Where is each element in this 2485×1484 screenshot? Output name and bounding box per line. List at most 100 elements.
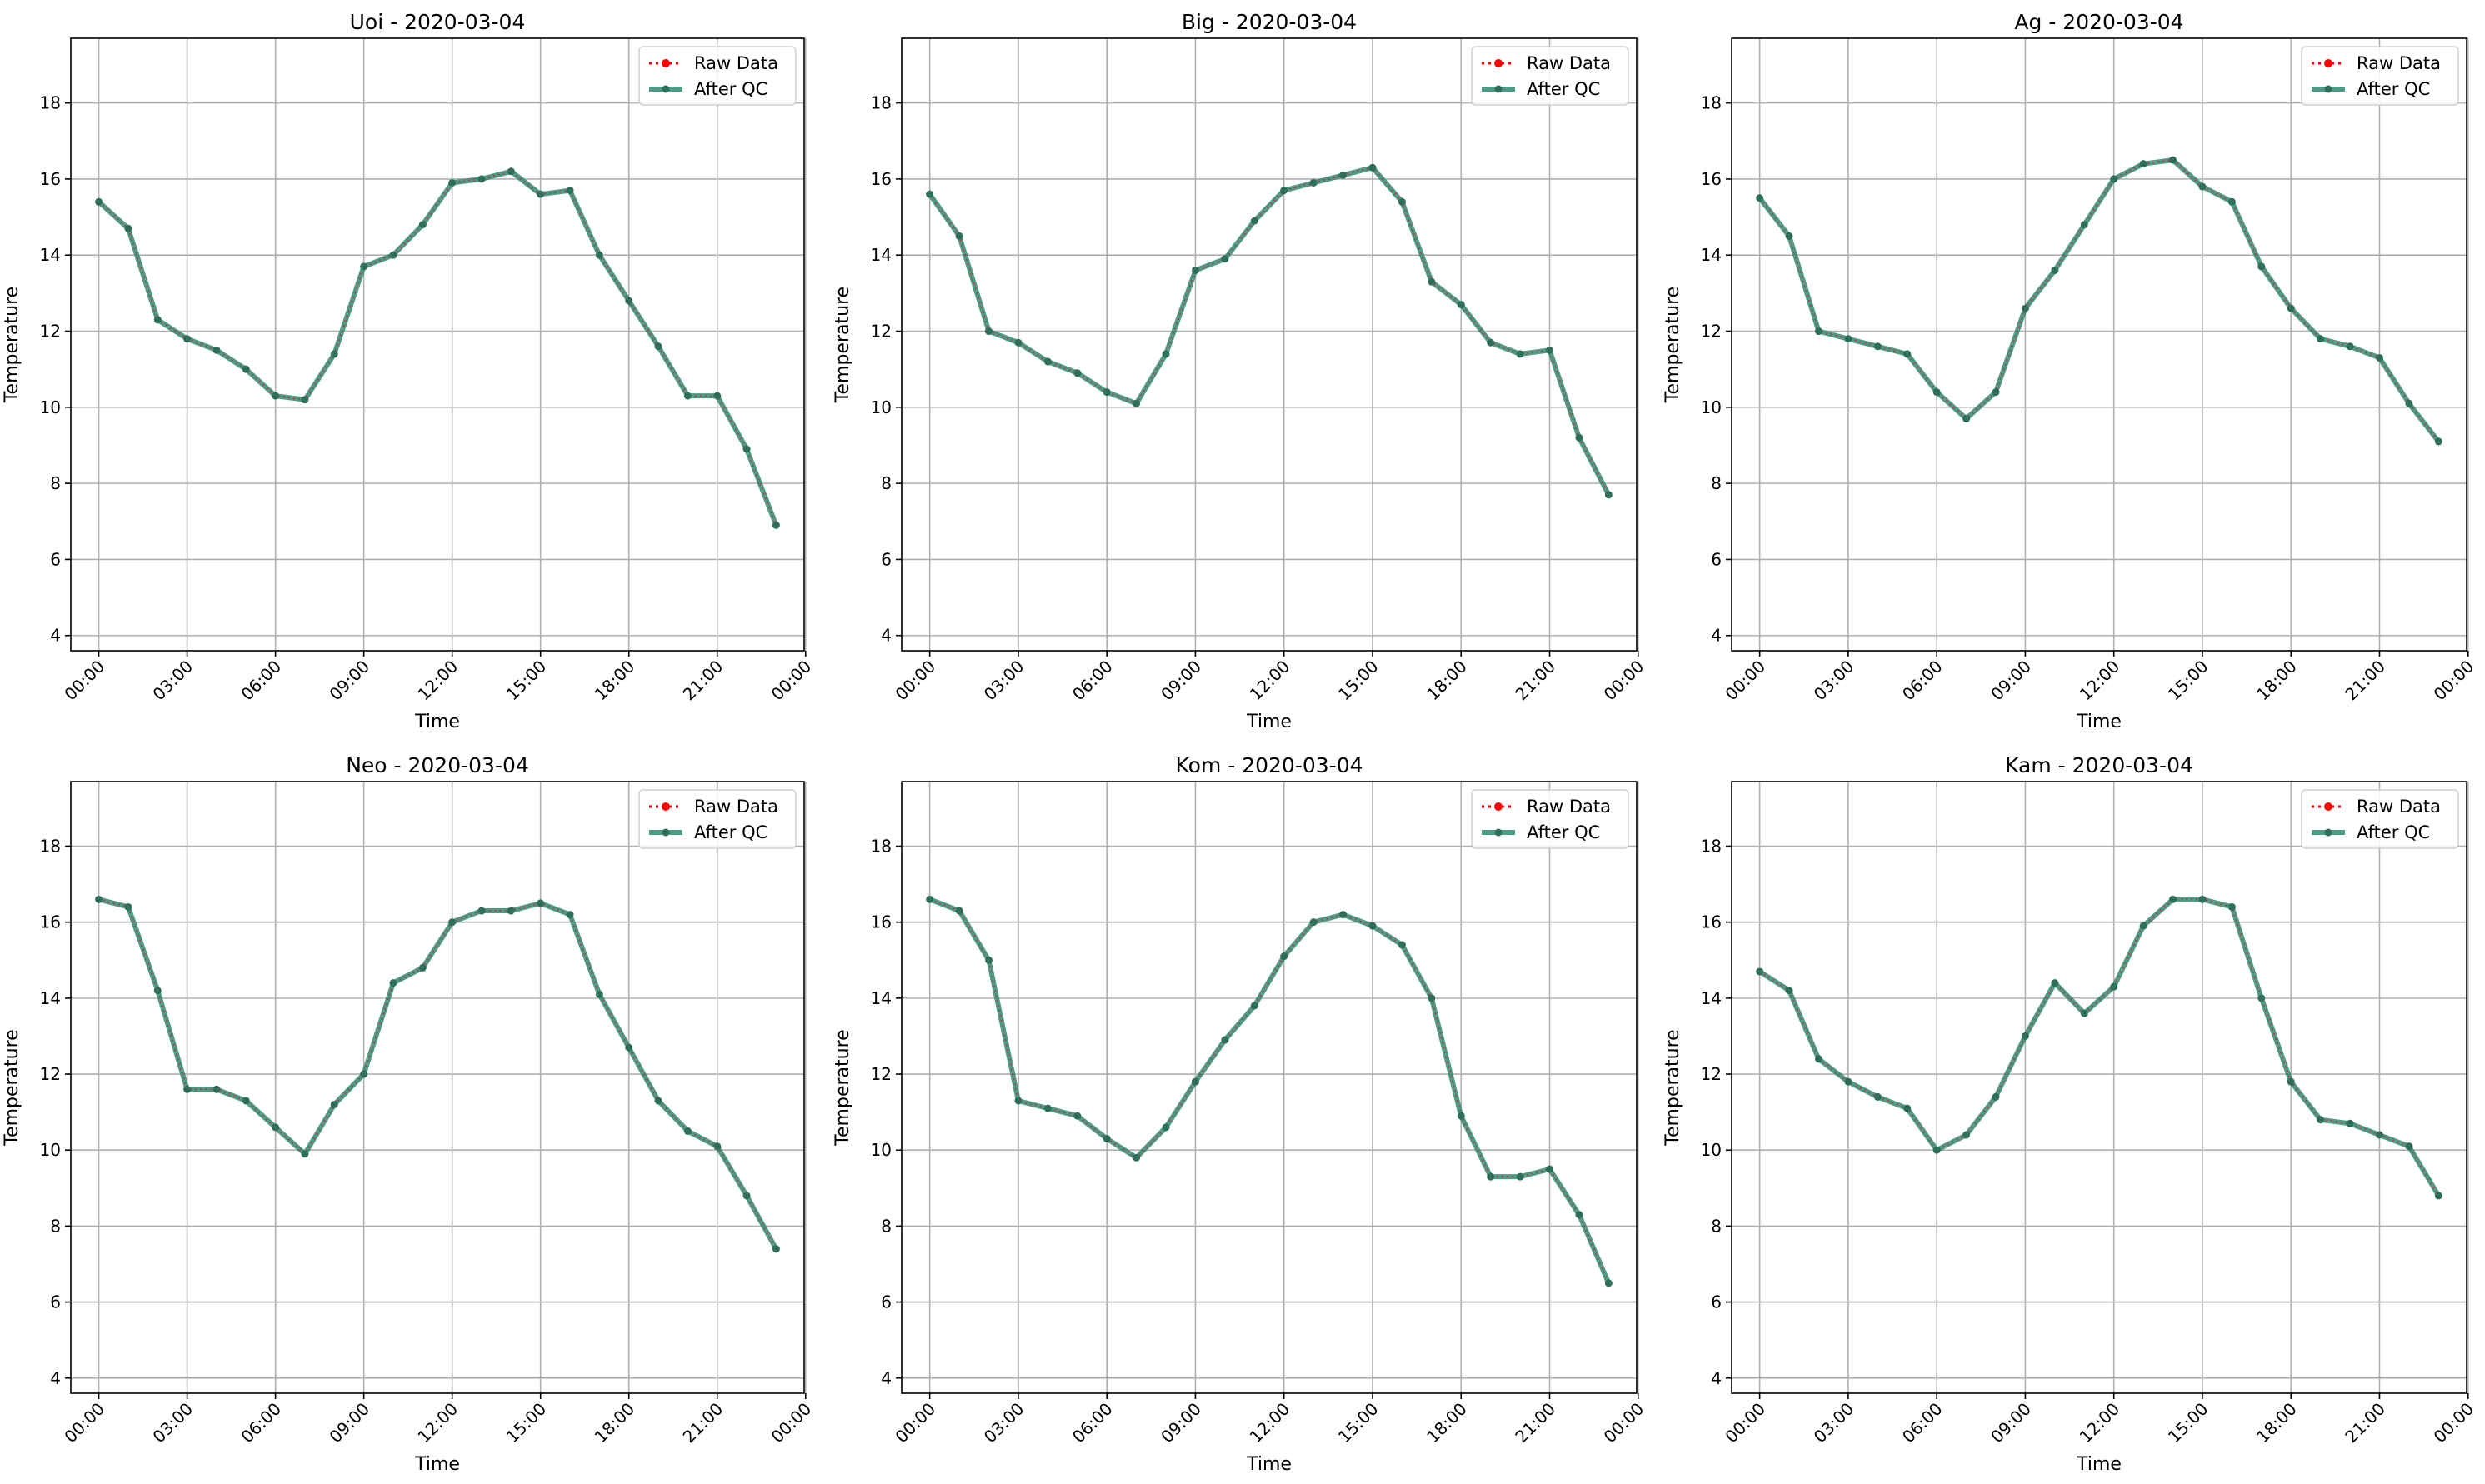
- data-point: [1368, 163, 1377, 172]
- data-point: [984, 956, 992, 964]
- x-axis-label: Time: [414, 712, 460, 732]
- data-point: [1516, 1172, 1524, 1181]
- data-point: [566, 911, 574, 919]
- legend-label-raw-data: Raw Data: [1527, 797, 1611, 817]
- data-point: [1962, 1131, 1971, 1139]
- x-tick-label: 12:00: [2076, 657, 2124, 705]
- x-tick-label: 18:00: [1422, 1399, 1471, 1447]
- data-point: [2376, 353, 2384, 362]
- data-point: [2228, 902, 2236, 911]
- legend: Raw Data After QC: [1471, 46, 1629, 106]
- x-tick-label: 00:00: [891, 657, 939, 705]
- legend: Raw Data After QC: [638, 789, 797, 849]
- legend: Raw Data After QC: [2301, 46, 2459, 106]
- data-point: [713, 392, 722, 400]
- y-tick-label: 16: [1701, 912, 1722, 932]
- data-point: [1785, 987, 1793, 995]
- data-point: [1309, 918, 1318, 927]
- y-tick-label: 16: [40, 912, 61, 932]
- chart-title: Neo - 2020-03-04: [346, 753, 529, 777]
- data-point: [183, 1085, 192, 1093]
- data-point: [1932, 1146, 1941, 1154]
- y-tick-label: 4: [50, 1368, 61, 1388]
- data-point: [2258, 994, 2266, 1002]
- y-axis-label: Temperature: [1662, 1029, 1683, 1146]
- data-point: [1814, 1055, 1822, 1063]
- legend-label-raw-data: Raw Data: [2357, 797, 2441, 817]
- x-tick-label: 03:00: [148, 1399, 197, 1447]
- x-axis-label: Time: [1246, 712, 1292, 732]
- y-tick-label: 4: [1711, 626, 1722, 646]
- data-point: [2021, 304, 2029, 312]
- axes-frame: [901, 37, 1638, 652]
- data-point: [683, 392, 692, 400]
- plot-area: [95, 167, 780, 529]
- data-point: [1604, 491, 1612, 499]
- data-point: [272, 1123, 280, 1132]
- x-tick-label: 09:00: [1987, 1399, 2035, 1447]
- legend: Raw Data After QC: [2301, 789, 2459, 849]
- data-point: [1873, 342, 1882, 351]
- y-tick-label: 12: [871, 1064, 892, 1084]
- x-tick-label: 12:00: [1246, 657, 1294, 705]
- x-tick-label: 21:00: [1511, 657, 1559, 705]
- y-tick-label: 10: [1701, 1140, 1722, 1160]
- data-point: [1339, 911, 1348, 919]
- legend-label-raw-data: Raw Data: [694, 53, 778, 73]
- x-tick-label: 18:00: [2252, 657, 2301, 705]
- legend-marker-raw-data: [1494, 59, 1502, 67]
- data-point: [242, 1097, 250, 1105]
- y-tick-label: 16: [871, 169, 892, 189]
- y-tick-label: 12: [1701, 322, 1722, 342]
- data-point: [1280, 952, 1288, 961]
- data-point: [595, 990, 603, 998]
- data-point: [1398, 941, 1406, 949]
- y-tick-label: 12: [871, 322, 892, 342]
- data-point: [1428, 277, 1436, 286]
- data-point: [1280, 187, 1288, 195]
- legend-label-after-qc: After QC: [694, 79, 768, 99]
- data-point: [1043, 1104, 1052, 1112]
- data-point: [1428, 994, 1436, 1002]
- y-tick-label: 6: [1711, 549, 1722, 569]
- x-tick-label: 21:00: [2341, 657, 2389, 705]
- data-point: [2051, 979, 2059, 987]
- data-point: [478, 907, 486, 915]
- data-point: [1132, 399, 1141, 407]
- data-point: [1132, 1153, 1141, 1162]
- data-point: [2021, 1032, 2029, 1040]
- data-point: [2051, 266, 2059, 274]
- data-point: [2228, 197, 2236, 206]
- data-point: [537, 899, 545, 907]
- data-point: [2287, 304, 2295, 312]
- y-tick-label: 6: [50, 549, 61, 569]
- legend-label-after-qc: After QC: [1527, 822, 1600, 842]
- y-tick-label: 8: [881, 473, 892, 493]
- data-point: [183, 335, 192, 343]
- x-tick-label: 00:00: [768, 1399, 816, 1447]
- x-tick-label: 15:00: [2164, 657, 2212, 705]
- data-point: [212, 346, 221, 354]
- data-point: [742, 445, 751, 453]
- plot-area: [95, 895, 780, 1253]
- data-point: [1309, 178, 1318, 187]
- data-point: [1014, 1097, 1022, 1105]
- series-line-raw-data: [98, 898, 778, 1250]
- chart-title: Kam - 2020-03-04: [2005, 753, 2193, 777]
- plot-area: [1756, 156, 2442, 446]
- subplot: 4 6 8 10 12 14 16 18 00:00 03:00 06:00 09:00 12:00 15…: [832, 10, 1648, 732]
- data-point: [124, 902, 132, 911]
- x-tick-label: 18:00: [591, 1399, 639, 1447]
- data-point: [1398, 197, 1406, 206]
- legend-label-raw-data: Raw Data: [1527, 53, 1611, 73]
- data-point: [2110, 175, 2118, 183]
- data-point: [1903, 1104, 1912, 1112]
- y-tick-label: 18: [1701, 837, 1722, 857]
- y-tick-label: 14: [40, 988, 61, 1008]
- y-tick-label: 16: [40, 169, 61, 189]
- legend-label-raw-data: Raw Data: [2357, 53, 2441, 73]
- data-point: [242, 365, 250, 373]
- data-point: [2346, 1119, 2354, 1127]
- data-point: [1814, 327, 1822, 336]
